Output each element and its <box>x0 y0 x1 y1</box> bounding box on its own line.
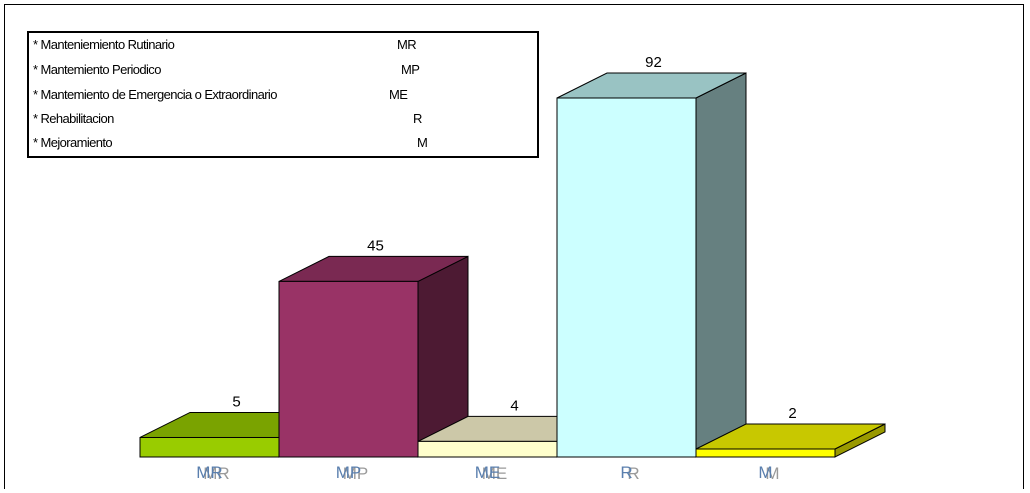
data-label: 2 <box>788 405 796 422</box>
legend-item-description: * Manteniemiento Rutinario <box>33 37 175 52</box>
legend-box: * Manteniemiento Rutinario MR * Mantemie… <box>27 31 539 158</box>
bar-me <box>417 440 558 458</box>
data-label: 92 <box>645 54 662 71</box>
legend-item-abbreviation: M <box>417 135 428 150</box>
bar-side-r <box>695 72 747 458</box>
chart-frame <box>4 4 1024 489</box>
tick-label-shadow: MR <box>203 464 229 483</box>
data-label: 5 <box>232 393 240 410</box>
legend-item-abbreviation: R <box>413 111 422 126</box>
legend-item-abbreviation: MR <box>397 37 417 52</box>
tick-label-shadow: R <box>627 464 639 483</box>
legend-item-description: * Mejoramiento <box>33 135 113 150</box>
legend-item-description: * Mantemiento Periodico <box>33 62 161 77</box>
bar-mr <box>139 436 280 458</box>
bar-mp <box>278 280 419 458</box>
tick-label: MP <box>336 463 362 482</box>
legend-item-abbreviation: MP <box>401 62 420 77</box>
bar-m <box>695 448 836 458</box>
bar-r <box>556 97 697 458</box>
tick-label-shadow: ME <box>482 464 508 483</box>
tick-label: M <box>758 463 772 482</box>
legend-item-abbreviation: ME <box>389 87 408 102</box>
tick-label-shadow: MP <box>343 464 369 483</box>
data-label: 4 <box>510 397 518 414</box>
legend-item-description: * Mantemiento de Emergencia o Extraordin… <box>33 87 277 102</box>
tick-label-shadow: M <box>765 464 779 483</box>
tick-label: ME <box>475 463 501 482</box>
tick-label: MR <box>196 463 222 482</box>
tick-label: R <box>620 463 632 482</box>
data-label: 45 <box>367 237 384 254</box>
legend-item-description: * Rehabilitacion <box>33 111 114 126</box>
